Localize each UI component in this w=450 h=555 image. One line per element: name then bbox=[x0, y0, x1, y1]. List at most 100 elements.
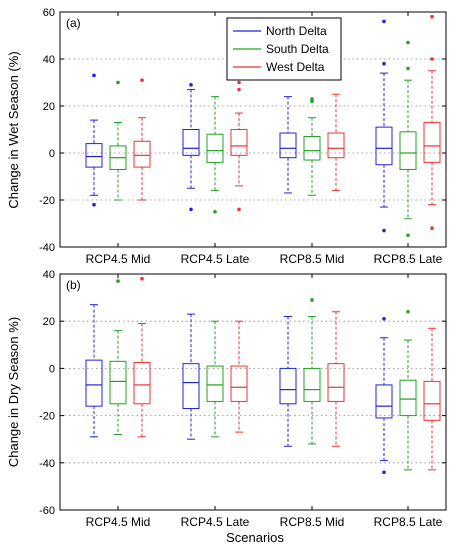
y-tick-label: -60 bbox=[39, 505, 55, 517]
box-iqr bbox=[327, 363, 345, 402]
box-west-delta-2 bbox=[230, 80, 248, 212]
x-tick-label: RCP4.5 Late bbox=[181, 515, 250, 529]
y-axis-label: Change in Dry Season %) bbox=[6, 317, 21, 467]
legend-label: North Delta bbox=[266, 24, 327, 38]
outlier-point bbox=[237, 207, 241, 212]
box-iqr bbox=[279, 367, 297, 405]
box-iqr bbox=[182, 129, 200, 156]
x-tick-label: RCP4.5 Late bbox=[181, 252, 250, 266]
outlier-point bbox=[92, 73, 96, 78]
y-tick-label: 0 bbox=[49, 148, 55, 160]
box-iqr bbox=[399, 379, 417, 417]
box-south-delta-1 bbox=[109, 279, 127, 435]
box-iqr bbox=[133, 362, 151, 405]
panel-label: (a) bbox=[66, 16, 81, 30]
box-south-delta-4 bbox=[399, 309, 417, 471]
outlier-point bbox=[92, 202, 96, 207]
box-iqr bbox=[423, 380, 441, 421]
outlier-point bbox=[382, 61, 386, 66]
box-iqr bbox=[206, 133, 224, 163]
box-iqr bbox=[375, 384, 393, 419]
legend-label: South Delta bbox=[266, 42, 329, 56]
box-west-delta-4 bbox=[423, 327, 441, 471]
outlier-point bbox=[382, 317, 386, 321]
box-iqr bbox=[133, 140, 151, 168]
x-axis-label: Scenarios bbox=[226, 530, 284, 545]
y-axis-label: Change in Wet Season (%) bbox=[6, 51, 21, 208]
plot-frame bbox=[59, 273, 447, 511]
y-tick-label: 60 bbox=[43, 7, 55, 19]
box-north-delta-2 bbox=[182, 313, 200, 440]
x-tick-label: RCP8.5 Late bbox=[374, 515, 443, 529]
outlier-point bbox=[189, 83, 193, 87]
outlier-point bbox=[382, 228, 386, 233]
box-iqr bbox=[109, 360, 127, 405]
y-tick-label: -40 bbox=[39, 458, 55, 470]
box-south-delta-4 bbox=[399, 40, 417, 238]
box-south-delta-2 bbox=[206, 320, 224, 438]
box-north-delta-4 bbox=[375, 19, 393, 233]
box-iqr bbox=[182, 363, 200, 410]
y-tick-label: -40 bbox=[39, 242, 55, 254]
outlier-point bbox=[310, 97, 314, 101]
box-south-delta-3 bbox=[303, 298, 321, 445]
outlier-point bbox=[406, 233, 410, 238]
box-iqr bbox=[279, 132, 297, 159]
shared-x-axis: Scenarios bbox=[226, 530, 284, 545]
outlier-point bbox=[237, 80, 241, 85]
y-tick-label: -20 bbox=[39, 411, 55, 423]
x-tick-label: RCP4.5 Mid bbox=[86, 252, 151, 266]
outlier-point bbox=[140, 276, 144, 281]
outlier-point bbox=[406, 66, 410, 71]
box-west-delta-3 bbox=[327, 93, 345, 192]
box-iqr bbox=[85, 359, 103, 407]
box-west-delta-2 bbox=[230, 320, 248, 433]
panel-a: -40 -20 0 20 40 60 Change in Wet Season (%) (a)… bbox=[6, 7, 447, 266]
outlier-point bbox=[116, 80, 120, 85]
outlier-point bbox=[406, 309, 410, 314]
y-tick-label: -20 bbox=[39, 195, 55, 207]
box-west-delta-3 bbox=[327, 311, 345, 447]
outlier-point bbox=[310, 298, 314, 302]
outlier-point bbox=[237, 87, 241, 92]
box-west-delta-4 bbox=[423, 14, 441, 230]
x-tick-label: RCP4.5 Mid bbox=[86, 515, 151, 529]
outlier-point bbox=[140, 78, 144, 82]
y-tick-label: 0 bbox=[49, 363, 55, 375]
box-iqr bbox=[399, 131, 417, 170]
box-iqr bbox=[230, 129, 248, 156]
outlier-point bbox=[430, 226, 434, 230]
x-tick-label: RCP8.5 Mid bbox=[280, 515, 345, 529]
box-iqr bbox=[85, 143, 103, 168]
box-north-delta-2 bbox=[182, 83, 200, 212]
outlier-point bbox=[406, 40, 410, 45]
outlier-point bbox=[382, 470, 386, 475]
box-north-delta-4 bbox=[375, 317, 393, 475]
box-south-delta-2 bbox=[206, 96, 224, 214]
box-north-delta-1 bbox=[85, 73, 103, 207]
y-tick-label: 40 bbox=[43, 269, 55, 281]
box-north-delta-3 bbox=[279, 96, 297, 194]
box-south-delta-1 bbox=[109, 80, 127, 201]
legend-label: West Delta bbox=[266, 60, 325, 74]
box-iqr bbox=[375, 126, 393, 166]
box-south-delta-3 bbox=[303, 97, 321, 196]
outlier-point bbox=[430, 14, 434, 19]
box-iqr bbox=[327, 132, 345, 159]
box-north-delta-1 bbox=[85, 304, 103, 438]
outlier-point bbox=[189, 207, 193, 212]
box-north-delta-3 bbox=[279, 315, 297, 447]
y-tick-label: 20 bbox=[43, 316, 55, 328]
box-iqr bbox=[303, 367, 321, 402]
plot-frame bbox=[59, 11, 447, 248]
box-iqr bbox=[423, 121, 441, 163]
x-tick-label: RCP8.5 Mid bbox=[280, 252, 345, 266]
box-iqr bbox=[206, 365, 224, 402]
x-tick-label: RCP8.5 Late bbox=[374, 252, 443, 266]
panel-b: -60 -40 -20 0 20 40 Change in Dry Season %) (b)… bbox=[6, 269, 447, 529]
outlier-point bbox=[382, 19, 386, 24]
panel-label: (b) bbox=[66, 278, 81, 292]
outlier-point bbox=[213, 209, 217, 214]
